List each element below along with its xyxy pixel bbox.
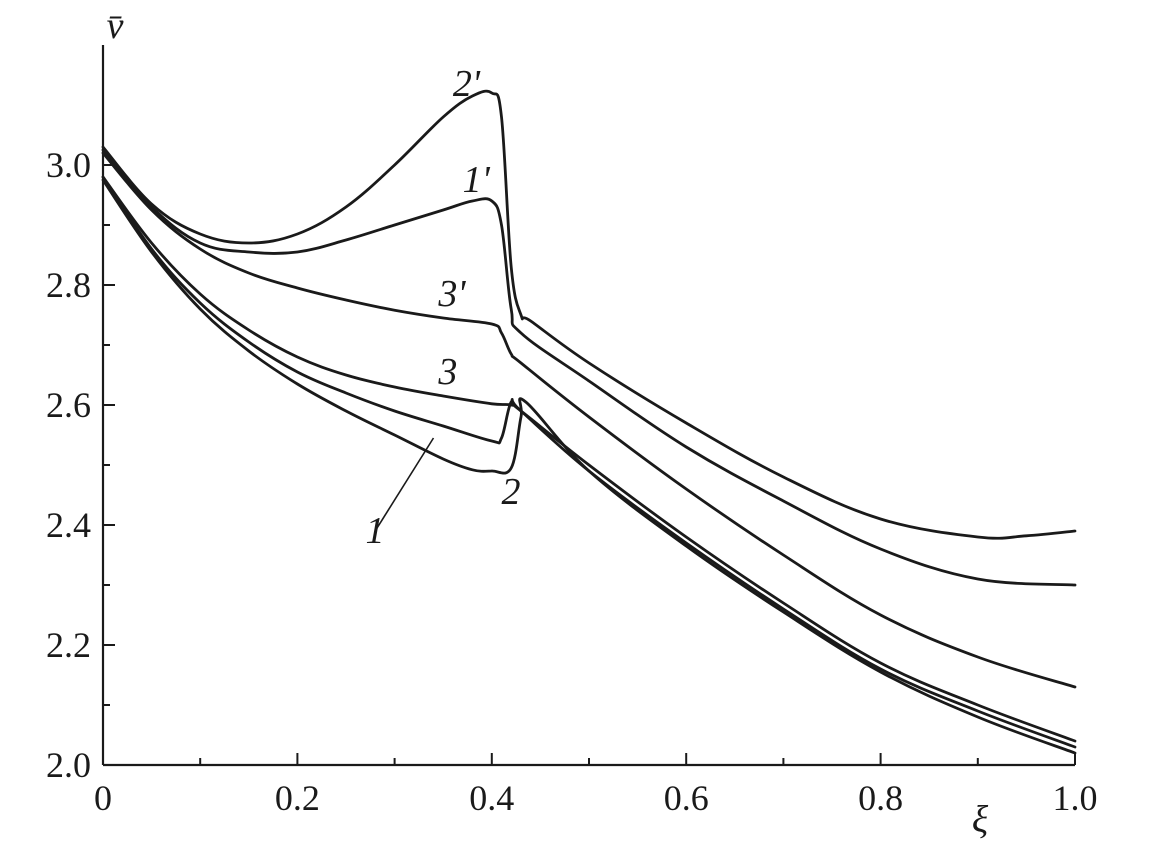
- x-tick-label: 0.8: [858, 778, 903, 818]
- y-tick-label: 3.0: [46, 145, 91, 185]
- leader-line-1: [374, 437, 435, 532]
- series-line-3: [101, 175, 1077, 743]
- series-line-2: [101, 178, 1077, 755]
- x-tick-label: 0.2: [275, 778, 320, 818]
- y-tick-label: 2.2: [46, 625, 91, 665]
- x-tick-label: 0: [94, 778, 112, 818]
- series-label-1-prime: 1': [463, 159, 491, 201]
- y-axis-title: v̄: [107, 5, 124, 47]
- series-labels: 1 2 3 1' 2' 3': [365, 63, 520, 552]
- y-tick-label: 2.4: [46, 505, 91, 545]
- series-line-3-prime: [101, 151, 1077, 689]
- x-tick-label: 0.6: [664, 778, 709, 818]
- y-tick-label: 2.8: [46, 265, 91, 305]
- x-tick-label: 0.4: [469, 778, 514, 818]
- series-label-2: 2: [502, 471, 521, 513]
- y-tick-label: 2.6: [46, 385, 91, 425]
- series-label-3: 3: [437, 351, 457, 393]
- series-line-2-prime: [101, 89, 1077, 540]
- x-tick-label: 1.0: [1053, 778, 1098, 818]
- y-tick-label: 2.0: [46, 745, 91, 785]
- series-label-3-prime: 3': [437, 273, 466, 315]
- series-label-2-prime: 2': [453, 63, 481, 105]
- series-line-1: [101, 175, 1077, 749]
- series-line-1-prime: [101, 148, 1077, 587]
- series-lines: [101, 89, 1077, 755]
- x-axis-title: ξ: [972, 799, 989, 841]
- series-label-1: 1: [365, 510, 384, 552]
- axes: 0 0.2 0.4 0.6 0.8 1.0 2.0 2.2 2.4 2.6 2.8 3.0 ξ v̄: [46, 5, 1098, 841]
